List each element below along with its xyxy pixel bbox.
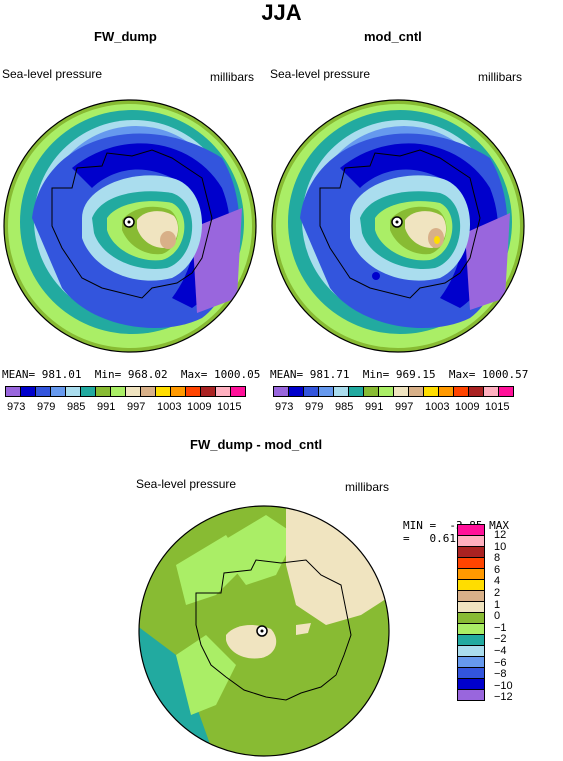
diff-polar-map	[138, 505, 390, 757]
left-colorbar	[5, 386, 246, 397]
right-colorbar-label: 973	[275, 401, 294, 413]
left-colorbar-swatch	[80, 386, 96, 397]
right-colorbar-swatch	[423, 386, 439, 397]
diff-units-label: millibars	[345, 480, 390, 494]
right-colorbar-swatch	[318, 386, 334, 397]
right-colorbar-label: 997	[395, 401, 414, 413]
diff-colorbar	[457, 524, 485, 701]
right-colorbar	[273, 386, 514, 397]
right-colorbar-swatch	[363, 386, 379, 397]
left-colorbar-label: 1009	[187, 401, 212, 413]
diff-colorbar-label: 8	[494, 552, 501, 565]
right-colorbar-swatch	[348, 386, 364, 397]
diff-colorbar-label: 6	[494, 563, 501, 576]
left-polar-map	[3, 99, 257, 353]
right-colorbar-label: 1015	[485, 401, 510, 413]
left-units-label: millibars	[210, 70, 255, 84]
left-colorbar-labels: 973 979 985 991 997 1003 1009 1015	[5, 401, 261, 415]
right-colorbar-swatch	[408, 386, 424, 397]
right-colorbar-labels: 973 979 985 991 997 1003 1009 1015	[273, 401, 529, 415]
left-colorbar-label: 997	[127, 401, 146, 413]
left-colorbar-label: 1003	[157, 401, 182, 413]
right-colorbar-swatch	[303, 386, 319, 397]
left-colorbar-swatch	[50, 386, 66, 397]
diff-colorbar-label: −2	[494, 633, 507, 646]
left-colorbar-swatch	[5, 386, 21, 397]
right-colorbar-swatch	[273, 386, 289, 397]
left-colorbar-label: 1015	[217, 401, 242, 413]
right-colorbar-label: 985	[335, 401, 354, 413]
diff-panel-title: FW_dump - mod_cntl	[190, 437, 323, 452]
left-colorbar-swatch	[125, 386, 141, 397]
left-colorbar-swatch	[170, 386, 186, 397]
left-colorbar-swatch	[230, 386, 246, 397]
left-colorbar-swatch	[140, 386, 156, 397]
right-colorbar-swatch	[468, 386, 484, 397]
right-colorbar-swatch	[333, 386, 349, 397]
diff-colorbar-label: −12	[494, 691, 513, 704]
left-colorbar-swatch	[35, 386, 51, 397]
diff-colorbar-label: −6	[494, 656, 507, 669]
right-polar-map	[271, 99, 525, 353]
left-colorbar-label: 991	[97, 401, 116, 413]
right-colorbar-swatch	[288, 386, 304, 397]
left-colorbar-swatch	[65, 386, 81, 397]
left-colorbar-swatch	[95, 386, 111, 397]
left-colorbar-swatch	[20, 386, 36, 397]
right-colorbar-label: 991	[365, 401, 384, 413]
right-colorbar-label: 1009	[455, 401, 480, 413]
diff-colorbar-label: −10	[494, 679, 513, 692]
left-colorbar-swatch	[185, 386, 201, 397]
left-stats: MEAN= 981.01 Min= 968.02 Max= 1000.05	[2, 368, 261, 381]
right-colorbar-swatch	[393, 386, 409, 397]
diff-colorbar-label: 4	[494, 575, 501, 588]
right-colorbar-swatch	[438, 386, 454, 397]
left-colorbar-swatch	[155, 386, 171, 397]
diff-colorbar-label: 0	[494, 610, 501, 623]
diff-variable-label: Sea-level pressure	[136, 477, 237, 491]
right-stats: MEAN= 981.71 Min= 969.15 Max= 1000.57	[270, 368, 529, 381]
right-colorbar-label: 979	[305, 401, 324, 413]
diff-colorbar-label: 10	[494, 540, 507, 553]
diff-colorbar-label: −4	[494, 645, 507, 657]
left-colorbar-label: 979	[37, 401, 56, 413]
page-title: JJA	[261, 0, 302, 25]
diff-colorbar-label: 1	[494, 598, 501, 611]
diff-colorbar-label: 12	[494, 529, 507, 541]
left-colorbar-label: 973	[7, 401, 26, 413]
diff-colorbar-label: −1	[494, 621, 507, 634]
right-colorbar-swatch	[378, 386, 394, 397]
diff-colorbar-label: −8	[494, 668, 507, 681]
left-colorbar-swatch	[215, 386, 231, 397]
right-colorbar-swatch	[483, 386, 499, 397]
right-colorbar-swatch	[453, 386, 469, 397]
left-colorbar-swatch	[110, 386, 126, 397]
diff-colorbar-swatch	[457, 689, 485, 701]
right-panel-title: mod_cntl	[364, 29, 422, 44]
left-colorbar-label: 985	[67, 401, 86, 413]
right-units-label: millibars	[478, 70, 523, 84]
right-variable-label: Sea-level pressure	[270, 67, 371, 81]
right-colorbar-label: 1003	[425, 401, 450, 413]
left-variable-label: Sea-level pressure	[2, 67, 103, 81]
right-colorbar-swatch	[498, 386, 514, 397]
left-panel-title: FW_dump	[94, 29, 157, 44]
left-colorbar-swatch	[200, 386, 216, 397]
diff-colorbar-label: 2	[494, 587, 501, 599]
